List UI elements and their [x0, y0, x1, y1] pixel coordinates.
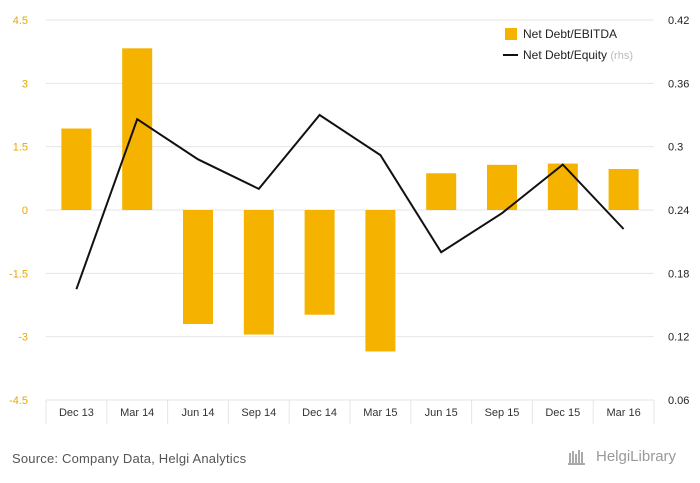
bar-dec-13	[61, 128, 92, 210]
left-tick-label: -4.5	[9, 395, 28, 407]
library-icon	[568, 449, 592, 465]
source-note: Source: Company Data, Helgi Analytics	[12, 451, 247, 466]
right-tick-label: 0.3	[668, 142, 683, 154]
legend-rhs-note: (rhs)	[610, 50, 633, 62]
line-net-debt-equity	[75, 113, 625, 290]
bar-jun-14	[183, 210, 213, 324]
left-tick-label: 0	[22, 205, 28, 217]
category-label: Jun 15	[425, 407, 458, 419]
bar-dec-15	[547, 163, 578, 210]
left-tick-label: -3	[18, 332, 28, 344]
bar-mar-14	[122, 48, 153, 211]
bar-sep-14	[243, 210, 274, 335]
category-label: Mar 15	[363, 407, 397, 419]
legend-line-label: Net Debt/Equity (rhs)	[523, 48, 633, 62]
bar-sep-15	[487, 164, 517, 210]
bar-jun-15	[426, 173, 457, 210]
left-tick-label: 4.5	[13, 15, 28, 27]
category-label: Jun 14	[181, 407, 214, 419]
category-label: Dec 13	[59, 407, 94, 419]
left-tick-label: -1.5	[9, 268, 28, 280]
category-label: Sep 14	[241, 407, 276, 419]
right-tick-label: 0.06	[668, 395, 689, 407]
bar-dec-14	[304, 210, 335, 315]
legend-bar-label: Net Debt/EBITDA	[523, 27, 617, 41]
left-tick-label: 3	[22, 78, 28, 90]
left-tick-label: 1.5	[13, 142, 28, 154]
right-tick-label: 0.24	[668, 205, 689, 217]
category-label: Dec 14	[302, 407, 337, 419]
right-tick-label: 0.12	[668, 332, 689, 344]
category-label: Mar 16	[606, 407, 640, 419]
right-tick-label: 0.18	[668, 268, 689, 280]
brand-logo: HelgiLibrary	[568, 448, 676, 465]
legend-bar-swatch	[505, 28, 517, 40]
right-tick-label: 0.36	[668, 78, 689, 90]
bar-mar-15	[365, 210, 396, 352]
right-tick-label: 0.42	[668, 15, 689, 27]
category-label: Mar 14	[120, 407, 154, 419]
bar-mar-16	[608, 169, 639, 210]
category-label: Dec 15	[545, 407, 580, 419]
category-label: Sep 15	[485, 407, 520, 419]
brand-name: HelgiLibrary	[596, 448, 677, 465]
